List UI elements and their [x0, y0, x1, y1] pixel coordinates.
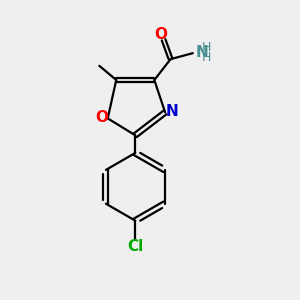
Text: H: H	[201, 51, 211, 64]
Text: O: O	[154, 27, 167, 42]
Text: N: N	[195, 45, 208, 60]
Text: H: H	[201, 41, 211, 54]
Text: N: N	[165, 104, 178, 119]
Text: O: O	[95, 110, 108, 125]
Text: Cl: Cl	[127, 239, 143, 254]
